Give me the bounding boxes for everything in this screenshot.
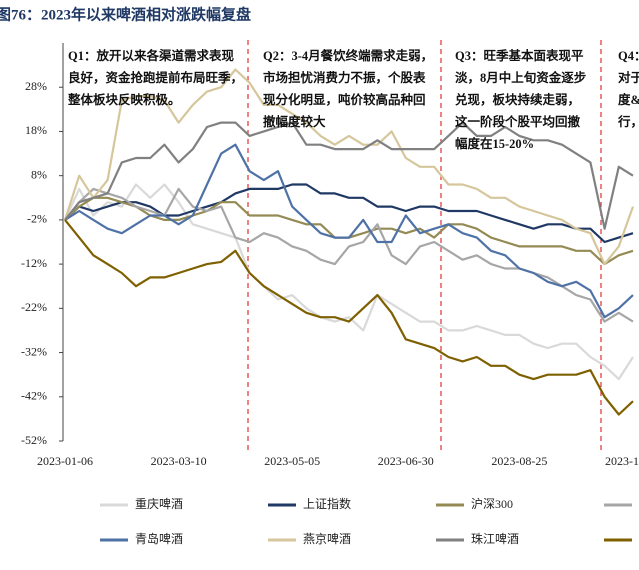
chart-title: 图76：2023年以来啤酒相对涨跌幅复盘 xyxy=(0,5,251,23)
x-tick-label: 2023-06-30 xyxy=(378,454,434,468)
annotation: 市场担忧消费力不振，个股表 xyxy=(263,70,426,85)
annotation: 现分化明显，吨价较高品种回 xyxy=(263,92,426,107)
legend-label: 青岛啤酒 xyxy=(135,531,183,546)
legend-label: 珠江啤酒 xyxy=(471,531,519,546)
legend-label: 上证指数 xyxy=(303,496,351,511)
annotation: Q2：3-4月餐饮终端需求走弱， xyxy=(263,48,433,63)
annotation: 兑现，板块持续走弱， xyxy=(455,92,580,107)
series-line xyxy=(64,143,634,319)
annotation: 这一阶段个股平均回撤 xyxy=(455,114,581,129)
annotation: 整体板块反映积极。 xyxy=(68,92,181,107)
annotation: Q3：旺季基本面表现平 xyxy=(455,48,584,63)
x-tick-label: 2023-10-20 xyxy=(605,454,639,468)
series-line xyxy=(64,187,634,323)
annotation: 幅度在15-20% xyxy=(455,136,534,151)
annotation: 淡，8月中上旬资金逐步 xyxy=(455,70,586,85)
x-tick-label: 2023-08-25 xyxy=(491,454,547,468)
annotation: 度& xyxy=(618,92,639,107)
x-tick-label: 2023-03-10 xyxy=(151,454,207,468)
legend-label: 沪深300 xyxy=(471,497,513,511)
y-tick-label: 8% xyxy=(31,167,47,181)
y-tick-label: -22% xyxy=(21,300,47,314)
annotation: Q4： xyxy=(618,49,639,63)
annotation: 对于 xyxy=(618,70,639,85)
annotation: Q1：放开以来各渠道需求表现 xyxy=(68,48,234,63)
series-line xyxy=(63,68,635,266)
x-tick-label: 2023-01-06 xyxy=(37,454,93,468)
series-line xyxy=(63,183,634,381)
series-line xyxy=(64,183,634,244)
annotation: 良好，资金抢跑提前布局旺季， xyxy=(68,70,243,85)
y-tick-label: 28% xyxy=(25,79,47,93)
y-tick-label: -52% xyxy=(21,433,47,447)
legend-label: 燕京啤酒 xyxy=(303,531,351,546)
y-tick-label: 18% xyxy=(25,123,47,137)
series-line xyxy=(64,219,634,416)
y-tick-label: -12% xyxy=(21,256,47,270)
y-tick-label: -42% xyxy=(21,389,47,403)
y-tick-label: -2% xyxy=(27,212,47,226)
annotation: 撤幅度较大 xyxy=(263,114,326,129)
y-tick-label: -32% xyxy=(21,344,47,358)
series-line xyxy=(64,121,634,230)
legend-label: 重庆啤酒 xyxy=(135,496,183,511)
x-tick-label: 2023-05-05 xyxy=(264,454,320,468)
annotation: 行， xyxy=(617,114,639,129)
quarter-dividers xyxy=(247,40,602,452)
